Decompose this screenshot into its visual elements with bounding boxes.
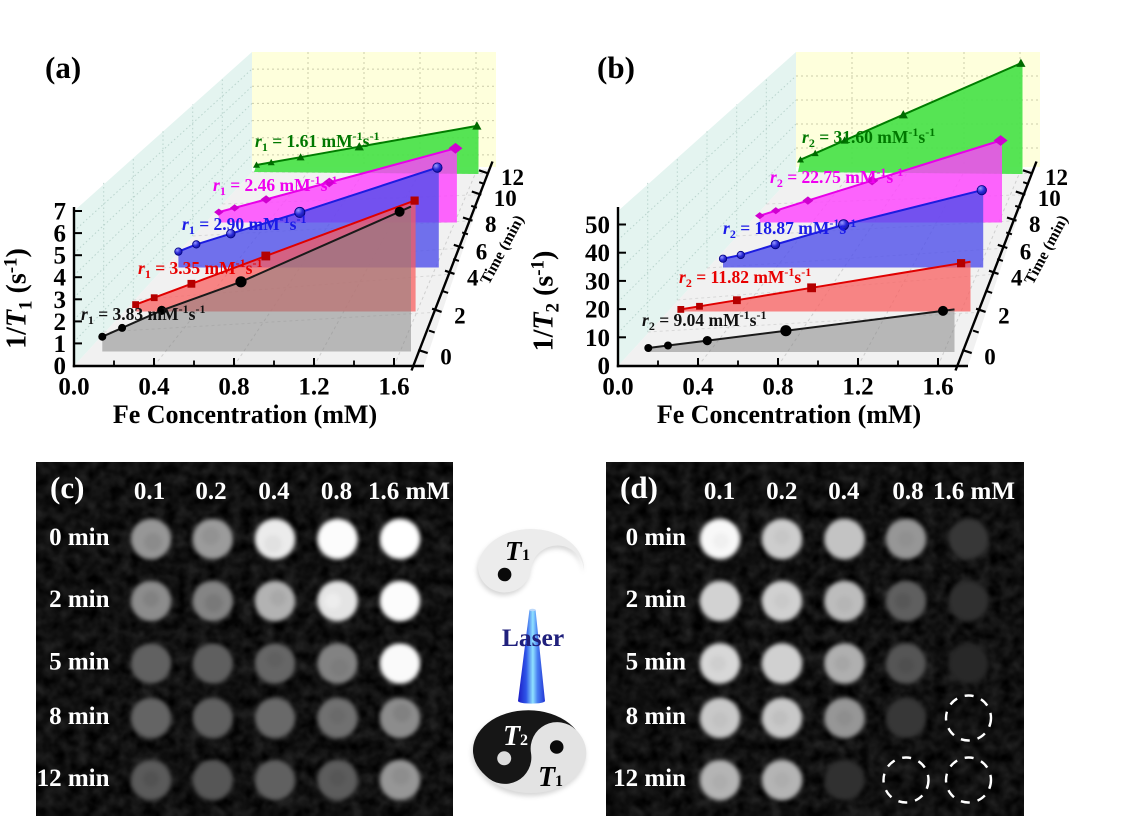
svg-text:5 min: 5 min — [626, 649, 687, 676]
svg-text:r2 = 31.60 mM-1s-1: r2 = 31.60 mM-1s-1 — [802, 125, 935, 150]
svg-text:0.1: 0.1 — [704, 478, 735, 505]
svg-text:0.4: 0.4 — [828, 478, 860, 505]
svg-text:8: 8 — [485, 212, 497, 237]
svg-text:8 min: 8 min — [49, 703, 110, 730]
svg-text:8 min: 8 min — [626, 703, 687, 730]
svg-text:10: 10 — [1038, 186, 1061, 211]
svg-text:0.0: 0.0 — [58, 374, 89, 401]
svg-text:2: 2 — [54, 309, 67, 336]
svg-text:2 min: 2 min — [49, 586, 110, 613]
svg-text:0: 0 — [984, 345, 996, 370]
svg-text:0: 0 — [54, 353, 67, 380]
svg-text:12: 12 — [501, 165, 524, 190]
svg-text:2: 2 — [998, 303, 1010, 328]
svg-text:5: 5 — [54, 243, 67, 270]
svg-text:1/T2 (s-1): 1/T2 (s-1) — [528, 251, 564, 352]
svg-text:20: 20 — [585, 297, 610, 324]
svg-text:1.6: 1.6 — [378, 374, 409, 401]
svg-text:0.4: 0.4 — [682, 374, 714, 401]
svg-text:30: 30 — [585, 268, 610, 295]
svg-text:r2 = 22.75 mM-1s-1: r2 = 22.75 mM-1s-1 — [770, 165, 903, 190]
svg-text:6: 6 — [476, 240, 488, 265]
svg-text:0.8: 0.8 — [762, 374, 793, 401]
svg-text:r1 = 3.83 mM-1s-1: r1 = 3.83 mM-1s-1 — [81, 302, 205, 327]
svg-text:2: 2 — [454, 303, 466, 328]
svg-text:(b): (b) — [597, 50, 635, 85]
svg-text:r2 = 11.82 mM-1s-1: r2 = 11.82 mM-1s-1 — [679, 265, 811, 290]
svg-text:1.6: 1.6 — [922, 374, 953, 401]
svg-text:0.8: 0.8 — [218, 374, 249, 401]
svg-text:(c): (c) — [50, 470, 84, 505]
svg-text:12 min: 12 min — [613, 765, 686, 792]
svg-text:0 min: 0 min — [626, 524, 687, 551]
svg-text:10: 10 — [585, 325, 610, 352]
svg-text:3: 3 — [54, 287, 67, 314]
svg-text:50: 50 — [585, 212, 610, 239]
svg-text:10: 10 — [494, 186, 517, 211]
svg-text:7: 7 — [54, 199, 67, 226]
svg-text:1/T1 (s-1): 1/T1 (s-1) — [1, 248, 37, 349]
svg-text:0 min: 0 min — [49, 524, 110, 551]
svg-text:40: 40 — [585, 240, 610, 267]
svg-text:0.0: 0.0 — [602, 374, 633, 401]
svg-text:Fe Concentration (mM): Fe Concentration (mM) — [113, 400, 377, 429]
svg-text:Fe Concentration (mM): Fe Concentration (mM) — [657, 400, 921, 429]
svg-text:4: 4 — [1011, 265, 1023, 290]
svg-text:12: 12 — [1045, 165, 1068, 190]
svg-text:0.8: 0.8 — [892, 478, 923, 505]
svg-text:0.1: 0.1 — [134, 478, 165, 505]
svg-text:Laser: Laser — [502, 623, 564, 652]
svg-text:1: 1 — [555, 773, 563, 790]
svg-text:0.4: 0.4 — [138, 374, 170, 401]
svg-text:1.2: 1.2 — [298, 374, 329, 401]
svg-text:8: 8 — [1029, 212, 1041, 237]
svg-text:0.2: 0.2 — [195, 478, 226, 505]
svg-text:6: 6 — [1020, 240, 1032, 265]
svg-text:T: T — [505, 536, 523, 566]
svg-text:0.8: 0.8 — [321, 478, 352, 505]
svg-text:T: T — [538, 762, 557, 793]
svg-text:r1 = 1.61 mM-1s-1: r1 = 1.61 mM-1s-1 — [255, 129, 379, 154]
svg-text:5 min: 5 min — [49, 649, 110, 676]
svg-text:r2 = 18.87 mM-1s-1: r2 = 18.87 mM-1s-1 — [723, 216, 856, 241]
svg-text:4: 4 — [54, 265, 67, 292]
svg-text:(a): (a) — [45, 50, 81, 85]
svg-text:(d): (d) — [620, 470, 658, 505]
svg-text:0.2: 0.2 — [766, 478, 797, 505]
svg-text:12 min: 12 min — [37, 765, 110, 792]
svg-text:T: T — [503, 721, 522, 752]
svg-text:0.4: 0.4 — [258, 478, 290, 505]
svg-text:0: 0 — [440, 345, 452, 370]
svg-text:r1 = 3.35 mM-1s-1: r1 = 3.35 mM-1s-1 — [138, 256, 262, 281]
svg-text:1: 1 — [54, 331, 67, 358]
svg-text:1.6 mM: 1.6 mM — [933, 478, 1015, 505]
svg-text:r2 = 9.04 mM-1s-1: r2 = 9.04 mM-1s-1 — [642, 308, 766, 333]
svg-text:4: 4 — [467, 265, 479, 290]
svg-text:2: 2 — [520, 732, 528, 749]
svg-text:r1 = 2.46 mM-1s-1: r1 = 2.46 mM-1s-1 — [213, 173, 337, 198]
svg-text:1.6 mM: 1.6 mM — [368, 478, 450, 505]
svg-text:6: 6 — [54, 221, 67, 248]
svg-text:0: 0 — [598, 353, 611, 380]
svg-text:2 min: 2 min — [626, 586, 687, 613]
svg-text:r1 = 2.90 mM-1s-1: r1 = 2.90 mM-1s-1 — [182, 212, 306, 237]
svg-text:1: 1 — [522, 547, 530, 564]
svg-text:1.2: 1.2 — [842, 374, 873, 401]
